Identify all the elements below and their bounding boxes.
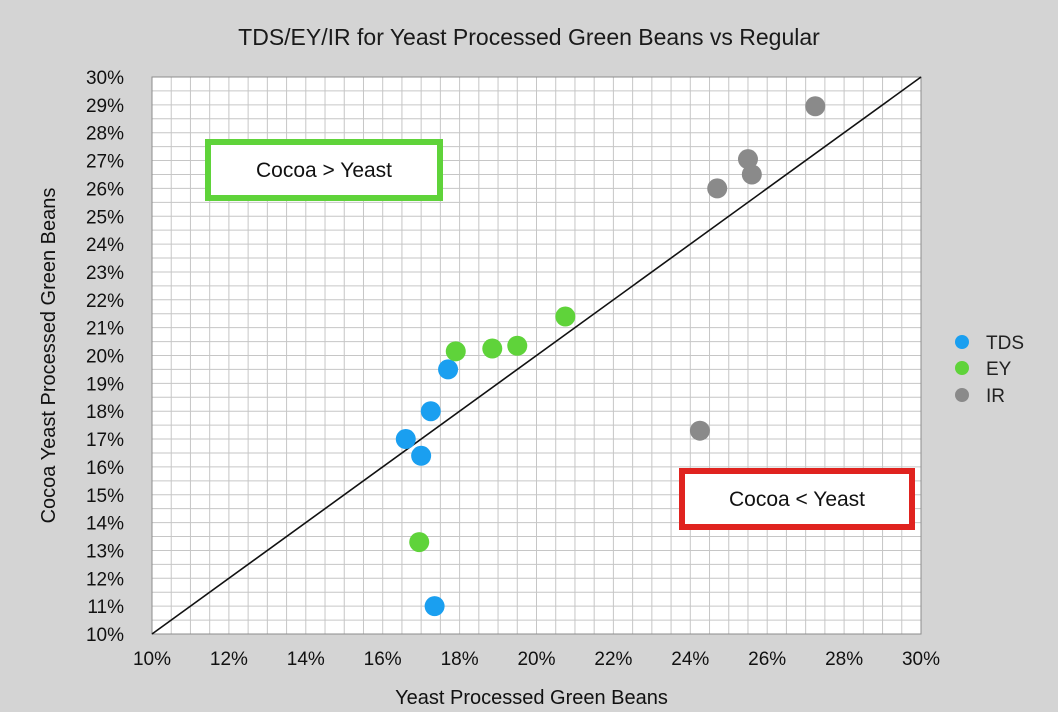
y-tick-label: 27% xyxy=(86,152,124,173)
y-tick-label: 19% xyxy=(86,374,124,395)
x-tick-label: 16% xyxy=(364,649,402,670)
data-point-ir xyxy=(805,96,826,117)
legend-marker-tds xyxy=(955,335,969,349)
x-tick-label: 28% xyxy=(825,649,863,670)
y-tick-label: 25% xyxy=(86,207,124,228)
x-tick-label: 14% xyxy=(287,649,325,670)
data-point-ir xyxy=(689,420,710,441)
legend-marker-ir xyxy=(955,388,969,402)
legend-label-ir: IR xyxy=(986,386,1005,407)
x-tick-label: 26% xyxy=(748,649,786,670)
annotation-label: Cocoa > Yeast xyxy=(256,159,392,182)
x-tick-label: 24% xyxy=(671,649,709,670)
y-tick-label: 26% xyxy=(86,179,124,200)
legend-marker-ey xyxy=(955,361,969,375)
x-axis-title: Yeast Processed Green Beans xyxy=(395,687,668,709)
y-tick-label: 15% xyxy=(86,486,124,507)
legend-label-ey: EY xyxy=(986,359,1012,380)
legend-label-tds: TDS xyxy=(986,333,1024,354)
y-tick-label: 12% xyxy=(86,569,124,590)
y-tick-label: 22% xyxy=(86,291,124,312)
data-point-tds xyxy=(395,429,416,450)
y-tick-label: 20% xyxy=(86,347,124,368)
data-point-ey xyxy=(445,341,466,362)
annotation-box xyxy=(679,468,915,530)
y-tick-label: 10% xyxy=(86,625,124,646)
x-tick-label: 22% xyxy=(594,649,632,670)
data-point-ir xyxy=(707,178,728,199)
y-axis-title: Cocoa Yeast Processed Green Beans xyxy=(38,188,60,524)
x-tick-label: 30% xyxy=(902,649,940,670)
plot-border xyxy=(151,76,922,635)
data-point-ey xyxy=(555,306,576,327)
y-tick-label: 17% xyxy=(86,430,124,451)
chart-title: TDS/EY/IR for Yeast Processed Green Bean… xyxy=(238,24,820,50)
y-tick-label: 11% xyxy=(87,597,124,618)
x-tick-label: 20% xyxy=(517,649,555,670)
y-tick-label: 18% xyxy=(86,402,124,423)
y-tick-label: 21% xyxy=(86,319,124,340)
data-point-tds xyxy=(438,359,459,380)
y-tick-label: 14% xyxy=(86,514,124,535)
data-point-ey xyxy=(482,338,503,359)
data-point-ey xyxy=(507,335,528,356)
reference-line xyxy=(151,76,922,635)
data-point-ir xyxy=(741,164,762,185)
x-tick-label: 18% xyxy=(441,649,479,670)
y-tick-label: 23% xyxy=(86,263,124,284)
y-tick-label: 13% xyxy=(86,541,124,562)
data-point-tds xyxy=(424,596,445,617)
annotation-label: Cocoa < Yeast xyxy=(729,488,865,511)
y-tick-label: 16% xyxy=(86,458,124,479)
y-tick-label: 30% xyxy=(86,68,124,89)
data-point-ir xyxy=(737,149,758,170)
y-tick-label: 28% xyxy=(86,124,124,145)
y-tick-label: 24% xyxy=(86,235,124,256)
y-tick-label: 29% xyxy=(86,96,124,117)
annotation-box xyxy=(205,139,443,201)
x-tick-label: 12% xyxy=(210,649,248,670)
x-tick-label: 10% xyxy=(133,649,171,670)
data-point-tds xyxy=(411,445,432,466)
data-point-ey xyxy=(409,532,430,553)
data-point-tds xyxy=(420,401,441,422)
